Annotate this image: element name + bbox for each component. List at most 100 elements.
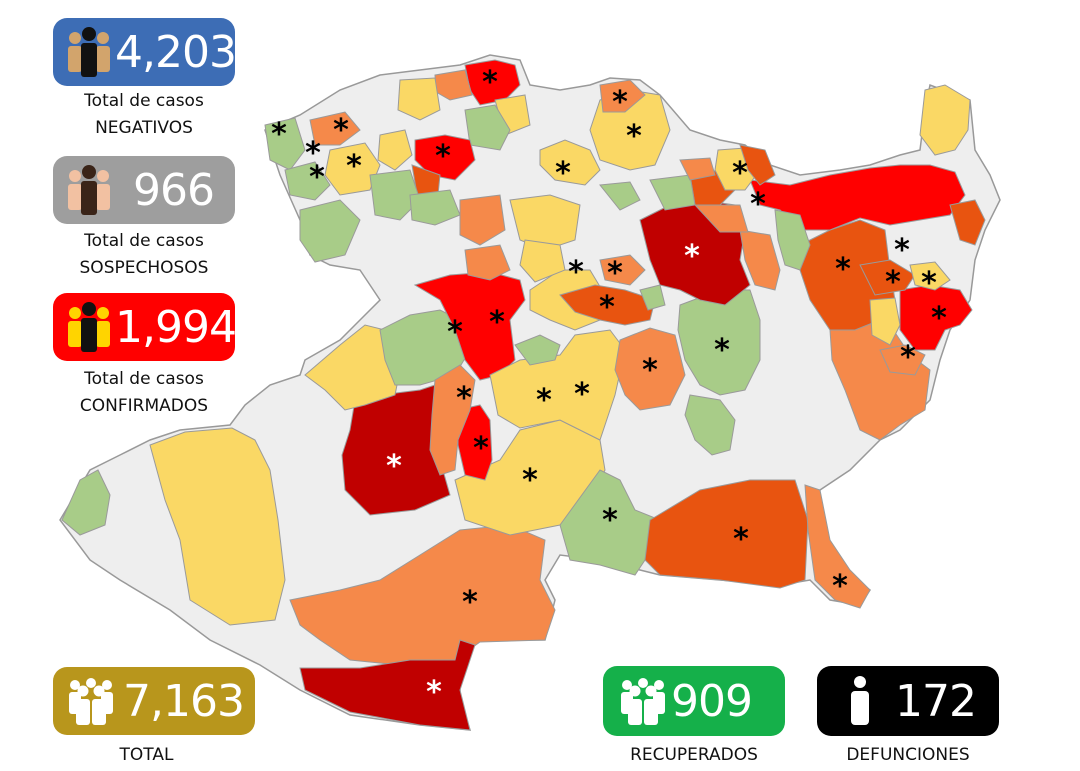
region-light-orange xyxy=(679,157,716,181)
crowd-icon xyxy=(621,678,665,725)
case-markers: * * * * * * * * * * * * * * * * * * * * … xyxy=(271,65,947,710)
region-yellow xyxy=(377,129,413,171)
marker-black: * xyxy=(536,383,552,418)
region-red xyxy=(414,134,476,181)
confirmados-caption-line2: CONFIRMADOS xyxy=(79,396,209,416)
recuperados-value: 909 xyxy=(671,675,753,727)
region-orange xyxy=(949,199,986,246)
region-yellow xyxy=(324,142,381,196)
region-yellow xyxy=(539,139,601,186)
marker-black: * xyxy=(931,301,947,336)
marker-black: * xyxy=(714,333,730,368)
confirmados-caption: Total de casos CONFIRMADOS xyxy=(53,366,235,420)
region-light-orange xyxy=(459,194,506,246)
recuperados-caption: RECUPERADOS xyxy=(630,745,758,765)
region-orange xyxy=(644,479,809,589)
marker-black: * xyxy=(305,136,321,171)
region-light-orange xyxy=(599,79,646,113)
region-yellow xyxy=(509,194,581,251)
marker-black: * xyxy=(612,85,628,120)
confirmados-caption-line1: Total de casos xyxy=(84,369,204,389)
marker-black: * xyxy=(885,265,901,300)
region-dark-red xyxy=(341,379,451,516)
defunciones-value: 172 xyxy=(895,675,977,727)
recuperados-badge: 909 xyxy=(603,666,785,736)
region-yellow xyxy=(519,239,566,283)
region-light-orange xyxy=(599,254,646,286)
region-green xyxy=(514,334,561,366)
person-icon xyxy=(851,676,869,725)
marker-black: * xyxy=(626,119,642,154)
region-yellow xyxy=(909,261,951,291)
marker-black: * xyxy=(482,65,498,100)
region-red xyxy=(899,284,973,351)
marker-black: * xyxy=(568,255,584,290)
region-light-orange xyxy=(464,244,511,281)
sospechosos-caption-line2: SOSPECHOSOS xyxy=(79,258,209,278)
marker-black: * xyxy=(271,117,287,152)
region-light-orange xyxy=(879,344,926,376)
marker-black: * xyxy=(732,156,748,191)
marker-black: * xyxy=(607,256,623,291)
negativos-caption-line2: NEGATIVOS xyxy=(95,118,193,138)
marker-black: * xyxy=(921,266,937,301)
total-value: 7,163 xyxy=(123,675,245,727)
marker-white: * xyxy=(426,675,442,710)
marker-black: * xyxy=(832,569,848,604)
people-icon xyxy=(68,27,110,77)
region-dark-red xyxy=(299,639,476,731)
total-badge: 7,163 xyxy=(53,667,255,735)
region-light-orange xyxy=(309,111,361,146)
marker-black: * xyxy=(835,252,851,287)
region-light-orange xyxy=(804,484,871,609)
region-yellow xyxy=(869,297,901,346)
region-light-orange xyxy=(429,364,476,476)
region-green xyxy=(284,161,331,201)
marker-black: * xyxy=(522,463,538,498)
marker-white: * xyxy=(386,449,402,484)
region-green xyxy=(379,309,471,386)
marker-black: * xyxy=(900,340,916,375)
marker-black: * xyxy=(642,353,658,388)
region-green xyxy=(61,469,111,536)
marker-black: * xyxy=(447,315,463,350)
region-yellow xyxy=(149,427,286,626)
negativos-value: 4,203 xyxy=(115,26,237,78)
region-yellow xyxy=(454,419,606,536)
region-green xyxy=(649,174,696,211)
municipality-regions xyxy=(61,59,986,731)
sospechosos-badge: 966 xyxy=(53,156,235,224)
marker-black: * xyxy=(602,503,618,538)
marker-black: * xyxy=(462,585,478,620)
marker-black: * xyxy=(333,113,349,148)
region-green xyxy=(774,209,811,271)
people-icon xyxy=(68,165,110,215)
region-green xyxy=(464,104,511,151)
sospechosos-caption-line1: Total de casos xyxy=(84,231,204,251)
region-red xyxy=(457,404,493,481)
region-green xyxy=(409,189,461,226)
sospechosos-caption: Total de casos SOSPECHOSOS xyxy=(53,228,235,282)
region-green xyxy=(639,284,666,311)
sospechosos-value: 966 xyxy=(133,164,215,216)
marker-black: * xyxy=(435,139,451,174)
negativos-caption-line1: Total de casos xyxy=(84,91,204,111)
crowd-icon xyxy=(69,678,113,725)
marker-black: * xyxy=(750,187,766,222)
marker-white: * xyxy=(684,239,700,274)
marker-black: * xyxy=(733,522,749,557)
confirmados-value: 1,994 xyxy=(115,301,237,353)
total-caption: TOTAL xyxy=(119,745,174,765)
negativos-caption: Total de casos NEGATIVOS xyxy=(53,88,235,142)
marker-black: * xyxy=(346,149,362,184)
region-light-orange xyxy=(739,229,781,291)
defunciones-caption: DEFUNCIONES xyxy=(846,745,970,765)
marker-black: * xyxy=(599,290,615,325)
region-light-orange xyxy=(693,204,749,233)
marker-black: * xyxy=(574,377,590,412)
people-icon xyxy=(68,302,110,352)
region-light-orange xyxy=(289,524,556,666)
region-green xyxy=(369,169,421,221)
region-orange xyxy=(859,259,916,296)
